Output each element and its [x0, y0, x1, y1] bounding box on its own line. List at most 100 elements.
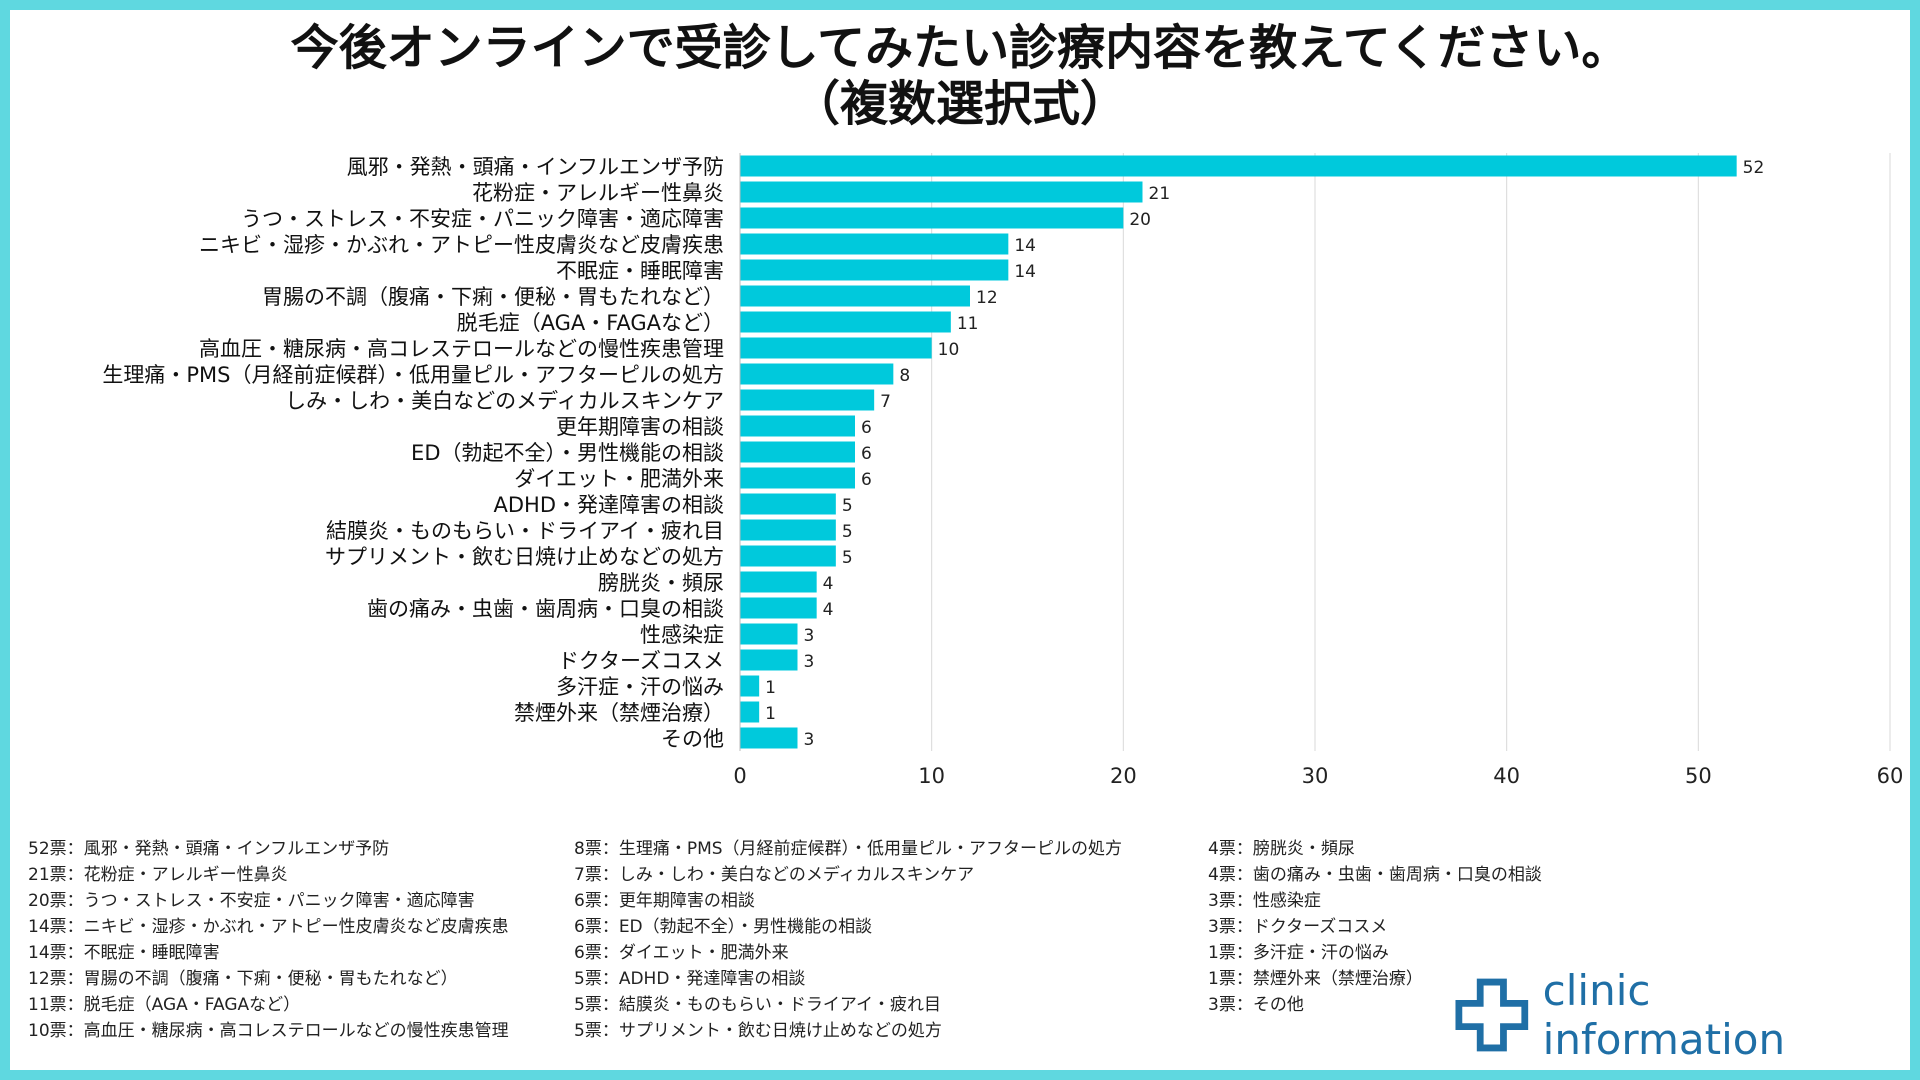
category-label: うつ・ストレス・不安症・パニック障害・適応障害	[241, 207, 724, 231]
x-tick-label: 60	[1877, 764, 1904, 785]
legend-item: 12票：胃腸の不調（腹痛・下痢・便秘・胃もたれなど）	[28, 969, 458, 989]
bar	[740, 597, 817, 619]
legend-item: 1票：禁煙外来（禁煙治療）	[1208, 969, 1423, 989]
category-label: ニキビ・湿疹・かぶれ・アトピー性皮膚炎など皮膚疾患	[199, 233, 724, 257]
brand-name: clinic information	[1542, 966, 1786, 1064]
data-label: 7	[880, 392, 891, 412]
card: 今後オンラインで受診してみたい診療内容を教えてください。 （複数選択式） 0 10…	[10, 10, 1910, 1070]
bar	[740, 519, 836, 541]
data-label: 4	[823, 600, 834, 620]
data-label: 14	[1014, 236, 1036, 256]
bar	[740, 675, 760, 697]
category-label: その他	[661, 727, 724, 751]
data-label: 52	[1743, 158, 1765, 178]
category-label: ダイエット・肥満外来	[514, 467, 724, 491]
bar	[740, 701, 760, 723]
bar	[740, 259, 1009, 281]
bar	[740, 415, 855, 437]
data-label: 5	[842, 496, 853, 516]
legend-item: 1票：多汗症・汗の悩み	[1208, 943, 1389, 963]
legend-item: 6票：更年期障害の相談	[574, 891, 755, 911]
x-tick-label: 40	[1493, 764, 1520, 785]
data-label: 3	[804, 730, 815, 750]
data-label: 5	[842, 548, 853, 568]
data-label: 4	[823, 574, 834, 594]
legend-item: 6票：ED（勃起不全）・男性機能の相談	[574, 917, 873, 937]
category-label: 歯の痛み・虫歯・歯周病・口臭の相談	[367, 597, 724, 621]
brand-logo: clinic information	[1455, 965, 1895, 1065]
data-label: 1	[765, 678, 776, 698]
category-label: 脱毛症（AGA・FAGAなど）	[457, 311, 724, 335]
legend-item: 3票：その他	[1208, 995, 1304, 1015]
category-label: サプリメント・飲む日焼け止めなどの処方	[325, 545, 724, 569]
data-label: 3	[804, 652, 815, 672]
legend-column-2: 8票：生理痛・PMS（月経前症候群）・低用量ピル・アフターピルの処方 7票：しみ・…	[574, 836, 1122, 1044]
category-label: ドクターズコスメ	[558, 649, 724, 673]
legend-item: 6票：ダイエット・肥満外来	[574, 943, 789, 963]
bar	[740, 181, 1143, 203]
data-label: 3	[804, 626, 815, 646]
data-label: 5	[842, 522, 853, 542]
data-label: 10	[938, 340, 960, 360]
x-tick-label: 10	[918, 764, 945, 785]
bar	[740, 467, 855, 489]
medical-cross-logo-icon	[1455, 978, 1529, 1052]
legend-item: 3票：ドクターズコスメ	[1208, 917, 1388, 937]
legend-item: 4票：膀胱炎・頻尿	[1208, 839, 1355, 859]
bar	[740, 363, 894, 385]
category-label: 性感染症	[640, 623, 724, 647]
data-label: 6	[861, 418, 872, 438]
legend-item: 4票：歯の痛み・虫歯・歯周病・口臭の相談	[1208, 865, 1542, 885]
data-label: 12	[976, 288, 998, 308]
category-label: ADHD・発達障害の相談	[494, 493, 725, 517]
data-label: 8	[899, 366, 910, 386]
x-tick-label: 20	[1110, 764, 1137, 785]
title-line-1: 今後オンラインで受診してみたい診療内容を教えてください。	[290, 20, 1630, 76]
bar	[740, 727, 798, 749]
bar	[740, 207, 1124, 229]
category-label: ED（勃起不全）・男性機能の相談	[411, 441, 724, 465]
legend-item: 10票：高血圧・糖尿病・高コレステロールなどの慢性疾患管理	[28, 1021, 509, 1041]
bar	[740, 493, 836, 515]
category-label: しみ・しわ・美白などのメディカルスキンケア	[285, 389, 724, 413]
bar	[740, 233, 1009, 255]
category-label: 風邪・発熱・頭痛・インフルエンザ予防	[347, 155, 724, 179]
legend-column-1: 52票：風邪・発熱・頭痛・インフルエンザ予防 21票：花粉症・アレルギー性鼻炎 20…	[28, 836, 509, 1044]
legend-item: 52票：風邪・発熱・頭痛・インフルエンザ予防	[28, 839, 390, 859]
data-label: 6	[861, 444, 872, 464]
legend-item: 7票：しみ・しわ・美白などのメディカルスキンケア	[574, 865, 975, 885]
category-label: 膀胱炎・頻尿	[598, 571, 724, 595]
category-label: 高血圧・糖尿病・高コレステロールなどの慢性疾患管理	[199, 337, 724, 361]
category-label: 結膜炎・ものもらい・ドライアイ・疲れ目	[326, 519, 724, 543]
legend-item: 11票：脱毛症（AGA・FAGAなど）	[28, 995, 301, 1015]
category-label: 生理痛・PMS（月経前症候群）・低用量ピル・アフターピルの処方	[102, 363, 724, 387]
category-label: 不眠症・睡眠障害	[556, 259, 724, 283]
x-tick-label: 30	[1302, 764, 1329, 785]
legend-item: 14票：ニキビ・湿疹・かぶれ・アトピー性皮膚炎など皮膚疾患	[28, 917, 509, 937]
bar	[740, 155, 1737, 177]
category-label: 更年期障害の相談	[556, 415, 724, 439]
legend-item: 14票：不眠症・睡眠障害	[28, 943, 220, 963]
title-line-2: （複数選択式）	[791, 76, 1128, 132]
legend-item: 20票：うつ・ストレス・不安症・パニック障害・適応障害	[28, 891, 475, 911]
legend-item: 5票：サプリメント・飲む日焼け止めなどの処方	[574, 1021, 942, 1041]
category-label: 多汗症・汗の悩み	[556, 675, 724, 699]
bar	[740, 337, 932, 359]
category-label: 禁煙外来（禁煙治療）	[514, 701, 724, 725]
data-label: 14	[1014, 262, 1036, 282]
bar	[740, 571, 817, 593]
bar	[740, 389, 875, 411]
legend-item: 21票：花粉症・アレルギー性鼻炎	[28, 865, 288, 885]
data-label: 1	[765, 704, 776, 724]
bar	[740, 545, 836, 567]
legend-item: 8票：生理痛・PMS（月経前症候群）・低用量ピル・アフターピルの処方	[574, 839, 1123, 859]
bar-chart: 0 10 20 30 40 50 60 風邪・発熱・頭痛・インフルエンザ予防 52 花粉症・アレル…	[102, 153, 1904, 785]
bar	[740, 441, 855, 463]
data-label: 6	[861, 470, 872, 490]
category-label: 花粉症・アレルギー性鼻炎	[472, 181, 724, 205]
data-label: 11	[957, 314, 979, 334]
legend-item: 3票：性感染症	[1208, 891, 1321, 911]
x-tick-label: 50	[1685, 764, 1712, 785]
bar	[740, 285, 970, 307]
data-label: 21	[1149, 184, 1171, 204]
